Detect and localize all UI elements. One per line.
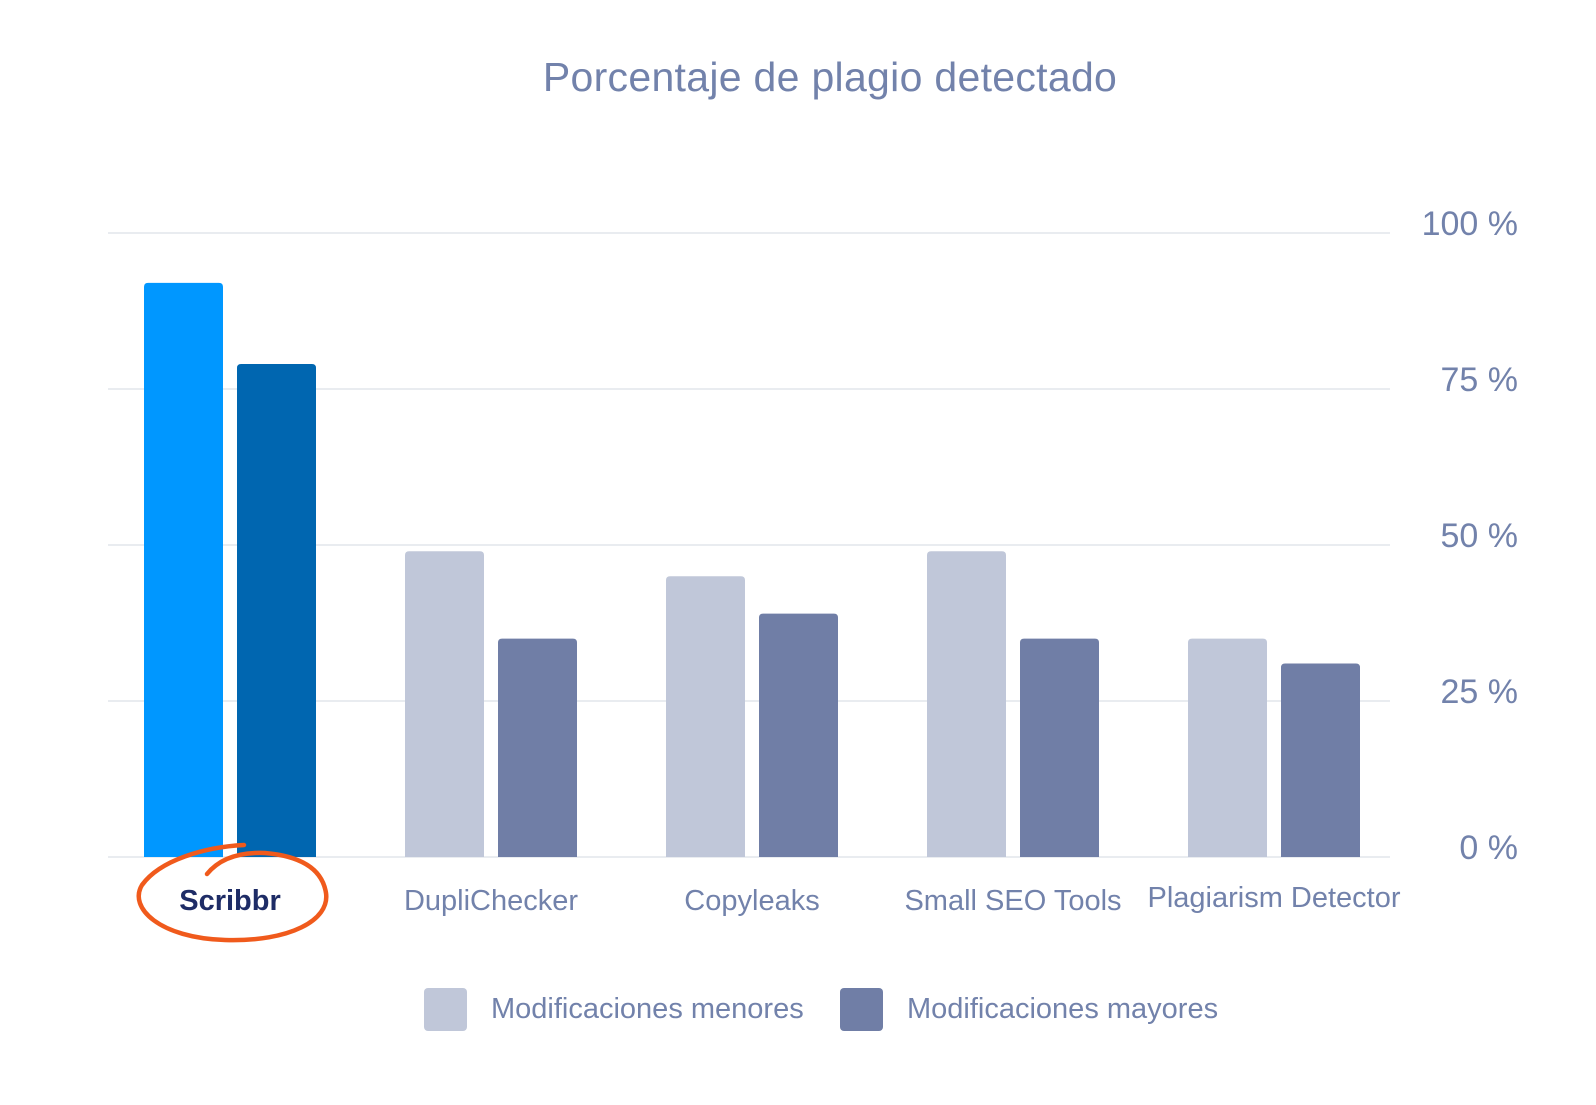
- legend-label-major: Modificaciones mayores: [907, 992, 1219, 1025]
- bar-duplichecker-series-1: [405, 551, 484, 857]
- legend-item-minor: Modificaciones menores: [424, 986, 804, 1032]
- bar-plagiarism-detector-series-2: [1281, 663, 1360, 857]
- x-tick-label-copyleaks: Copyleaks: [684, 885, 819, 917]
- bar-small-seo-tools-series-1: [927, 551, 1006, 857]
- x-tick-label-duplichecker: DupliChecker: [404, 885, 578, 917]
- y-tick-label-25: 25 %: [1441, 673, 1519, 711]
- x-tick-label-scribbr: Scribbr: [179, 885, 281, 917]
- bar-scribbr-series-2: [237, 364, 316, 857]
- plot-area: 0 % 25 % 50 % 75 % 100 % Scribbr DupliChecker C…: [108, 205, 1519, 943]
- bar-small-seo-tools-series-2: [1020, 638, 1099, 857]
- y-tick-label-100: 100 %: [1422, 205, 1518, 243]
- bar-copyleaks-series-2: [759, 613, 838, 857]
- bar-copyleaks-series-1: [666, 576, 745, 857]
- y-tick-label-0: 0 %: [1459, 829, 1518, 867]
- legend-swatch-minor: [424, 987, 467, 1031]
- bar-scribbr-series-1: [144, 282, 223, 857]
- x-tick-label-plagiarism-detector: Plagiarism Detector: [1147, 882, 1400, 914]
- legend-item-major: Modificaciones mayores: [840, 986, 1218, 1032]
- highlight-circle: [136, 842, 329, 943]
- legend-label-minor: Modificaciones menores: [491, 992, 804, 1025]
- y-tick-label-50: 50 %: [1441, 517, 1519, 555]
- chart-title: Porcentaje de plagio detectado: [542, 54, 1118, 100]
- bar-duplichecker-series-2: [498, 638, 577, 857]
- x-tick-label-small-seo-tools: Small SEO Tools: [904, 885, 1121, 917]
- bar-plagiarism-detector-series-1: [1188, 638, 1267, 857]
- legend: Modificaciones menores Modificaciones ma…: [0, 986, 1596, 1032]
- y-tick-label-75: 75 %: [1441, 361, 1519, 399]
- legend-swatch-major: [840, 987, 883, 1031]
